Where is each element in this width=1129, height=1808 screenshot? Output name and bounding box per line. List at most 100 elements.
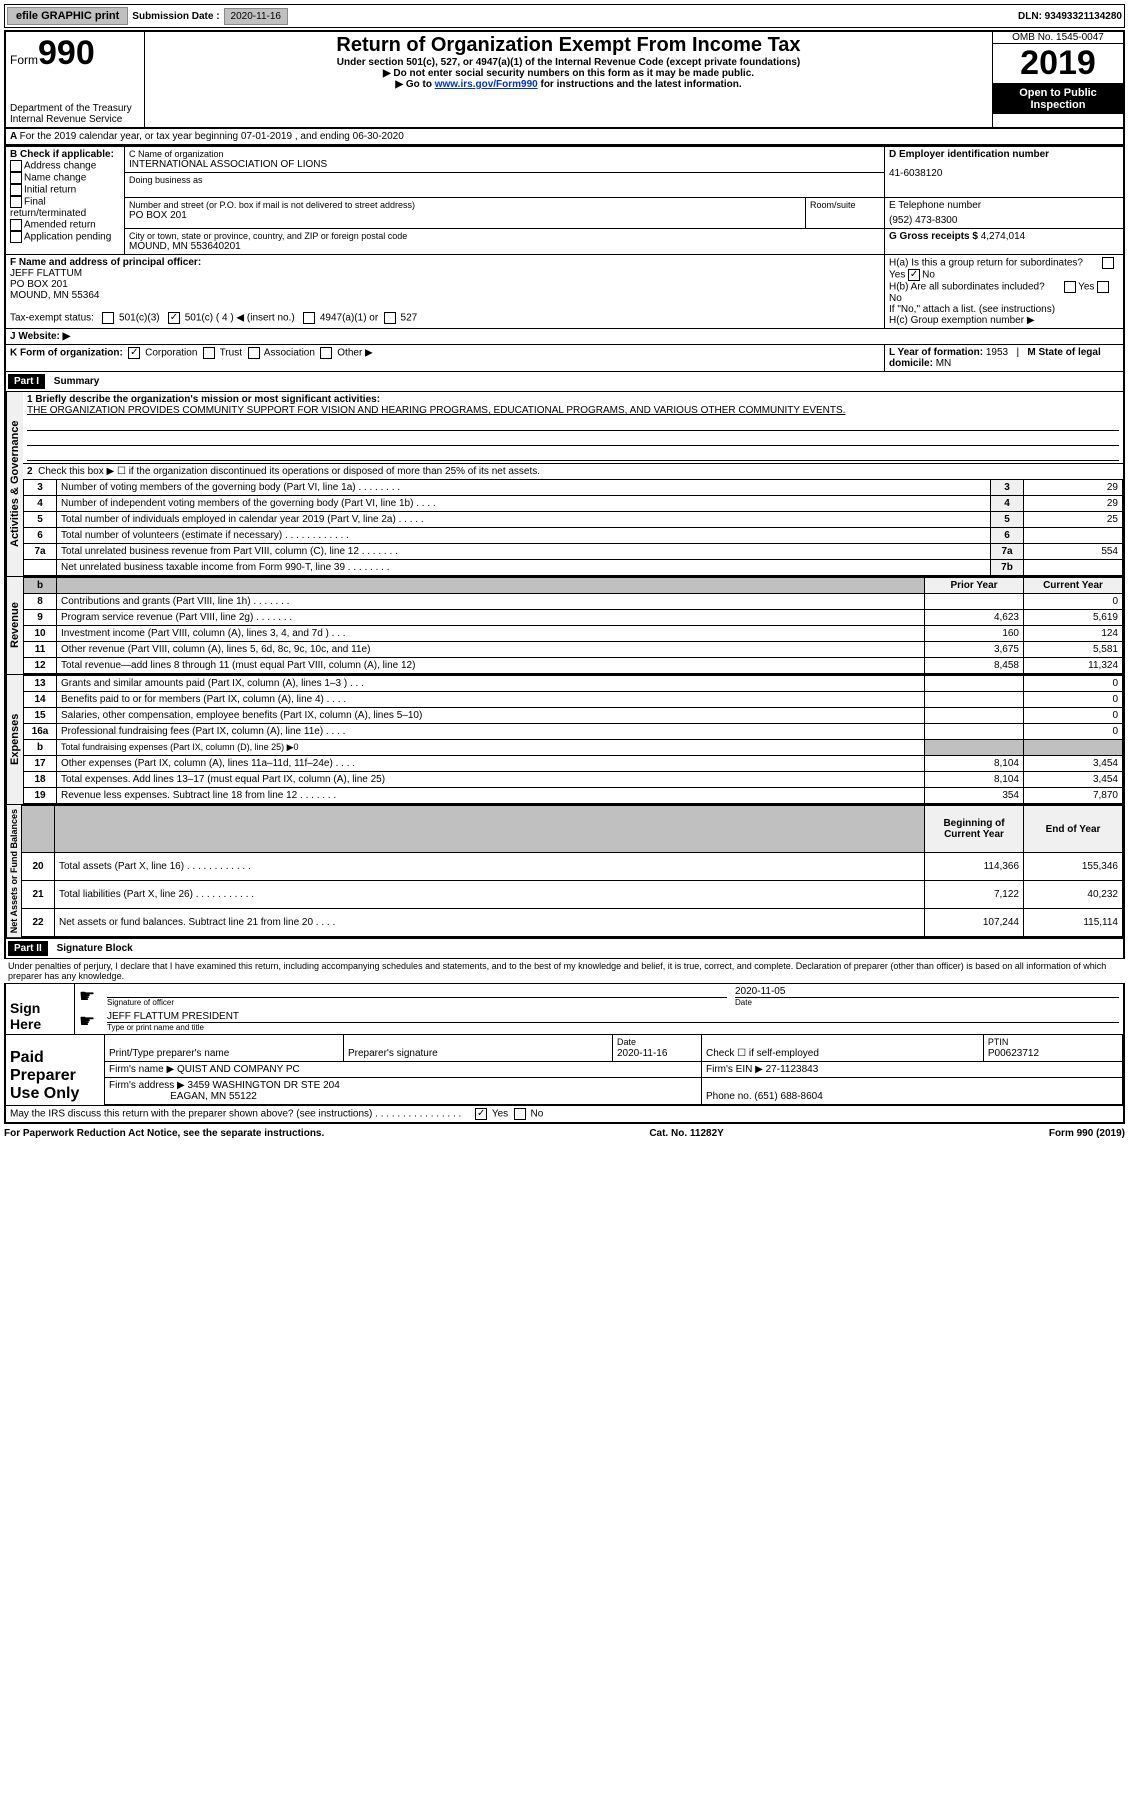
check-assoc[interactable]	[248, 347, 260, 359]
city-value: MOUND, MN 553640201	[129, 241, 880, 252]
table-row: 14Benefits paid to or for members (Part …	[24, 692, 1123, 708]
table-row: 7aTotal unrelated business revenue from …	[24, 544, 1123, 560]
sig-date-label: Date	[735, 997, 1119, 1007]
firm-ein: 27-1123843	[766, 1064, 819, 1075]
tax-year-line: A For the 2019 calendar year, or tax yea…	[4, 129, 1125, 146]
instructions-link[interactable]: www.irs.gov/Form990	[435, 79, 538, 90]
discuss-yes[interactable]	[475, 1108, 487, 1120]
ein-value: 41-6038120	[889, 168, 1119, 179]
mission-text: THE ORGANIZATION PROVIDES COMMUNITY SUPP…	[27, 405, 1119, 416]
table-row: Net unrelated business taxable income fr…	[24, 560, 1123, 576]
check-name[interactable]: Name change	[10, 172, 120, 184]
part2-title: Signature Block	[57, 943, 133, 954]
prep-date: 2020-11-16	[617, 1048, 667, 1059]
discuss-no[interactable]	[514, 1108, 526, 1120]
year-formation: 1953	[986, 347, 1008, 358]
name-title-label: Type or print name and title	[107, 1022, 1119, 1032]
rev-table: bPrior YearCurrent Year 8Contributions a…	[23, 577, 1123, 674]
addr-label: Number and street (or P.O. box if mail i…	[129, 200, 801, 210]
section-b-label: B Check if applicable:	[10, 149, 120, 160]
city-label: City or town, state or province, country…	[129, 231, 880, 241]
omb-number: OMB No. 1545-0047	[993, 32, 1123, 44]
check-final[interactable]: Final return/terminated	[10, 196, 120, 219]
mission-label: 1 Briefly describe the organization's mi…	[27, 394, 1119, 405]
table-row: 21Total liabilities (Part X, line 26) . …	[22, 881, 1123, 909]
table-row: 13Grants and similar amounts paid (Part …	[24, 676, 1123, 692]
check-501c[interactable]	[168, 312, 180, 324]
dept-label: Department of the Treasury Internal Reve…	[10, 103, 140, 125]
gov-table: 3Number of voting members of the governi…	[23, 479, 1123, 576]
table-row: 11Other revenue (Part VIII, column (A), …	[24, 642, 1123, 658]
footer-mid: Cat. No. 11282Y	[649, 1128, 723, 1139]
check-other[interactable]	[320, 347, 332, 359]
firm-addr2: EAGAN, MN 55122	[170, 1091, 257, 1102]
vlabel-exp: Expenses	[6, 675, 23, 804]
sig-date: 2020-11-05	[735, 986, 1119, 997]
table-row: 8Contributions and grants (Part VIII, li…	[24, 594, 1123, 610]
website-label: J Website: ▶	[5, 329, 1124, 345]
ein-label: D Employer identification number	[889, 149, 1119, 160]
check-pending[interactable]: Application pending	[10, 231, 120, 243]
footer-left: For Paperwork Reduction Act Notice, see …	[4, 1128, 324, 1139]
subdate-label: Submission Date :	[132, 11, 219, 22]
ptin: P00623712	[988, 1048, 1039, 1059]
dln: DLN: 93493321134280	[1018, 11, 1122, 22]
entity-info: B Check if applicable: Address change Na…	[4, 146, 1125, 372]
table-row: 12Total revenue—add lines 8 through 11 (…	[24, 658, 1123, 674]
top-bar: efile GRAPHIC print Submission Date : 20…	[4, 4, 1125, 28]
table-row: 4Number of independent voting members of…	[24, 496, 1123, 512]
form-header: Form990 Department of the Treasury Inter…	[4, 30, 1125, 129]
check-4947[interactable]	[303, 312, 315, 324]
vlabel-rev: Revenue	[6, 577, 23, 674]
gross-label: G Gross receipts $	[889, 231, 978, 242]
submission-date: 2020-11-16	[224, 8, 288, 25]
hb-note: If "No," attach a list. (see instruction…	[889, 304, 1119, 315]
check-initial[interactable]: Initial return	[10, 184, 120, 196]
firm-phone: (651) 688-8604	[754, 1091, 822, 1102]
table-row: 17Other expenses (Part IX, column (A), l…	[24, 756, 1123, 772]
sign-here: Sign Here	[6, 984, 75, 1034]
check-self[interactable]: Check ☐ if self-employed	[702, 1035, 984, 1062]
subtitle-2: ▶ Do not enter social security numbers o…	[149, 68, 988, 79]
check-address[interactable]: Address change	[10, 160, 120, 172]
check-corp[interactable]	[128, 347, 140, 359]
table-row: 20Total assets (Part X, line 16) . . . .…	[22, 853, 1123, 881]
exp-table: 13Grants and similar amounts paid (Part …	[23, 675, 1123, 804]
table-row: 22Net assets or fund balances. Subtract …	[22, 909, 1123, 937]
addr-value: PO BOX 201	[129, 210, 801, 221]
vlabel-gov: Activities & Governance	[6, 392, 23, 576]
table-row: 3Number of voting members of the governi…	[24, 480, 1123, 496]
ha: H(a) Is this a group return for subordin…	[889, 257, 1119, 281]
table-row: 6Total number of volunteers (estimate if…	[24, 528, 1123, 544]
table-row: 15Salaries, other compensation, employee…	[24, 708, 1123, 724]
line2: Check this box ▶ ☐ if the organization d…	[38, 466, 540, 477]
prep-sig-label: Preparer's signature	[344, 1035, 613, 1062]
paid-preparer: Paid Preparer Use Only	[6, 1035, 105, 1105]
tax-year: 2019	[993, 44, 1123, 84]
declaration: Under penalties of perjury, I declare th…	[4, 959, 1125, 983]
table-row: 19Revenue less expenses. Subtract line 1…	[24, 788, 1123, 804]
net-table: Beginning of Current YearEnd of Year 20T…	[21, 805, 1123, 937]
part2-header: Part II	[8, 941, 48, 956]
firm-addr1: 3459 WASHINGTON DR STE 204	[188, 1080, 340, 1091]
table-row: bTotal fundraising expenses (Part IX, co…	[24, 740, 1123, 756]
room-label: Room/suite	[810, 200, 880, 210]
officer-addr2: MOUND, MN 55364	[10, 290, 880, 301]
subtitle-3: ▶ Go to www.irs.gov/Form990 for instruct…	[149, 79, 988, 90]
discuss-label: May the IRS discuss this return with the…	[10, 1109, 461, 1120]
sig-officer-label: Signature of officer	[107, 997, 727, 1007]
prep-name-label: Print/Type preparer's name	[105, 1035, 344, 1062]
check-527[interactable]	[384, 312, 396, 324]
part1-title: Summary	[54, 376, 100, 387]
form-prefix: Form	[10, 53, 38, 67]
phone-value: (952) 473-8300	[889, 215, 1119, 226]
efile-button[interactable]: efile GRAPHIC print	[7, 7, 128, 25]
tax-exempt-label: Tax-exempt status:	[10, 312, 94, 323]
officer-name: JEFF FLATTUM	[10, 268, 880, 279]
open-inspection: Open to Public Inspection	[993, 84, 1123, 114]
hb: H(b) Are all subordinates included? Yes …	[889, 281, 1119, 304]
check-trust[interactable]	[203, 347, 215, 359]
check-amended[interactable]: Amended return	[10, 219, 120, 231]
table-row: 16aProfessional fundraising fees (Part I…	[24, 724, 1123, 740]
check-501c3[interactable]	[102, 312, 114, 324]
